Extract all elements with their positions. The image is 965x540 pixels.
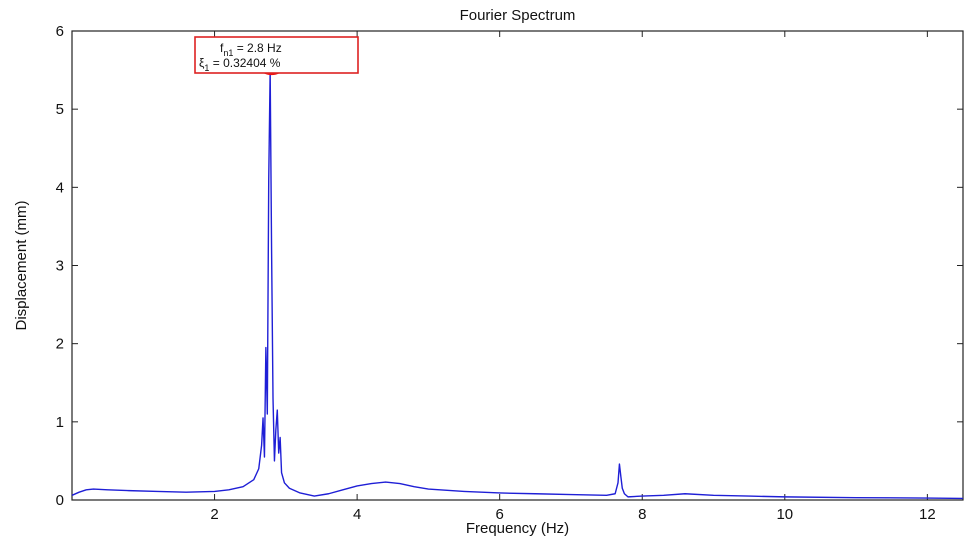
annotation-line-2: ξ1 = 0.32404 % [199,56,281,73]
x-tick-label: 10 [776,506,793,523]
y-tick-label: 3 [56,258,64,275]
y-ticks: 0 1 2 3 4 5 6 [56,23,963,509]
y-axis-label: Displacement (mm) [13,200,30,330]
axes [71,30,964,501]
x-tick-label: 2 [210,506,218,523]
series-group [71,65,964,500]
y-tick-label: 2 [56,336,64,353]
x-tick-label: 12 [919,506,936,523]
annotation-box [194,36,359,74]
y-tick-label: 6 [56,23,64,40]
x-ticks: 2 4 6 8 10 12 [210,31,936,523]
y-tick-label: 5 [56,101,64,118]
y-tick-label: 4 [56,179,64,196]
x-tick-label: 6 [496,506,504,523]
y-tick-label: 0 [56,492,64,509]
x-tick-label: 8 [638,506,646,523]
x-tick-label: 4 [353,506,361,523]
annotation-line-1: fn1 = 2.8 Hz [220,41,282,58]
x-axis-label: Frequency (Hz) [466,520,569,537]
series-line-1 [71,69,964,500]
y-tick-label: 1 [56,414,64,431]
plot-frame [71,30,964,501]
chart-title: Fourier Spectrum [460,7,576,24]
